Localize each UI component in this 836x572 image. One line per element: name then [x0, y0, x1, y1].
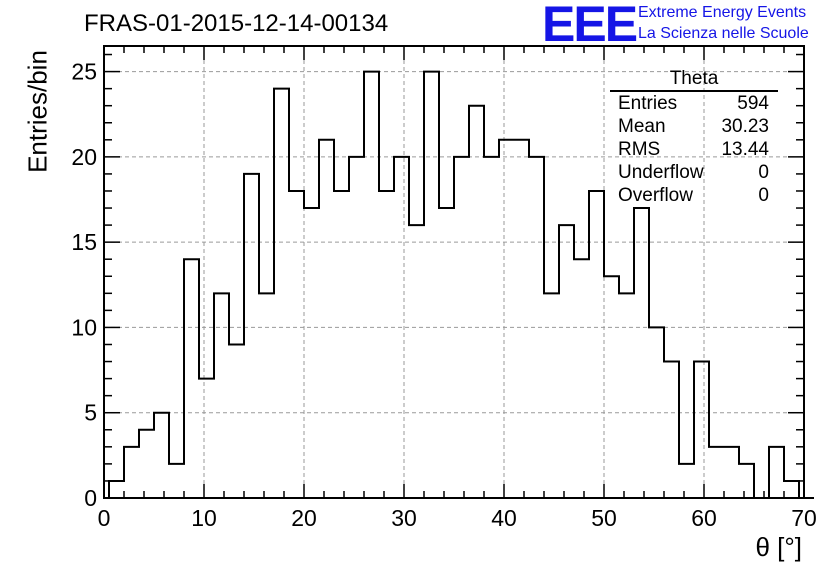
stats-row: Overflow 0 [610, 184, 778, 207]
stats-row: RMS 13.44 [610, 138, 778, 161]
eee-logo: EEE [542, 0, 638, 52]
x-tick-label: 10 [191, 505, 217, 531]
tick-labels: 0 10 20 30 40 50 60 70 0 5 10 15 20 25 [71, 59, 816, 531]
x-axis-label: θ [°] [755, 532, 802, 562]
stats-value: 13.44 [721, 139, 769, 160]
logo-line-2: La Scienza nelle Scuole [638, 25, 809, 42]
x-tick-label: 30 [391, 505, 417, 531]
x-tick-label: 0 [98, 505, 111, 531]
stats-value: 0 [758, 162, 769, 183]
y-tick-label: 10 [71, 314, 97, 340]
x-tick-label: 40 [491, 505, 517, 531]
axis-ticks [103, 46, 805, 499]
x-tick-label: 70 [791, 505, 817, 531]
stats-value: 594 [737, 93, 769, 114]
histogram-step-line [108, 70, 814, 499]
plot-frame [103, 45, 805, 499]
logo-line-1: Extreme Energy Events [638, 4, 807, 21]
stats-row: Underflow 0 [610, 161, 778, 184]
stats-box: Theta Entries 594 Mean 30.23 RMS 13.44 U… [610, 68, 778, 207]
stats-value: 30.23 [721, 116, 769, 137]
y-tick-label: 0 [84, 485, 97, 511]
stats-row: Entries 594 [610, 92, 778, 115]
stats-label: Overflow [618, 185, 693, 206]
y-tick-label: 5 [84, 400, 97, 426]
stats-label: Mean [618, 116, 666, 137]
stats-value: 0 [758, 185, 769, 206]
chart-title: FRAS-01-2015-12-14-00134 [84, 10, 389, 37]
stats-label: Entries [618, 93, 678, 114]
y-tick-label: 20 [71, 144, 97, 170]
x-tick-label: 60 [691, 505, 717, 531]
stats-title: Theta [610, 68, 778, 92]
y-tick-label: 15 [71, 229, 97, 255]
y-tick-label: 25 [71, 59, 97, 85]
stats-row: Mean 30.23 [610, 115, 778, 138]
stats-label: Underflow [618, 162, 704, 183]
x-tick-label: 20 [291, 505, 317, 531]
stats-label: RMS [618, 139, 661, 160]
y-axis-label: Entries/bin [22, 50, 53, 173]
x-tick-label: 50 [591, 505, 617, 531]
